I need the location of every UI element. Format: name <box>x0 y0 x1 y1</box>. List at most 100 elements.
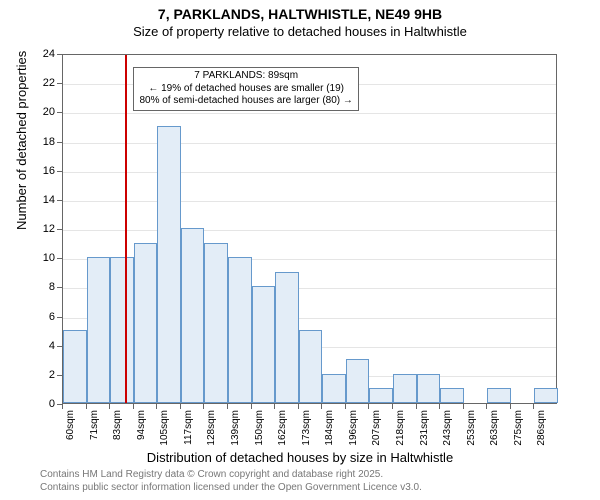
page-title: 7, PARKLANDS, HALTWHISTLE, NE49 9HB <box>0 6 600 22</box>
xtick-mark <box>321 404 322 409</box>
xtick-mark <box>416 404 417 409</box>
footer-line-1: Contains HM Land Registry data © Crown c… <box>40 469 422 482</box>
annotation-title: 7 PARKLANDS: 89sqm <box>139 70 352 83</box>
footer-line-2: Contains public sector information licen… <box>40 482 422 495</box>
xtick-mark <box>133 404 134 409</box>
ytick-mark <box>57 287 62 288</box>
ytick-mark <box>57 317 62 318</box>
xtick-mark <box>62 404 63 409</box>
annotation-smaller: ← 19% of detached houses are smaller (19… <box>139 83 352 96</box>
footer-attribution: Contains HM Land Registry data © Crown c… <box>40 469 422 494</box>
xtick-label: 184sqm <box>324 410 335 446</box>
histogram-bar <box>275 272 299 403</box>
xtick-mark <box>510 404 511 409</box>
xtick-mark <box>463 404 464 409</box>
ytick-mark <box>57 229 62 230</box>
ytick-label: 12 <box>25 223 55 235</box>
xtick-label: 173sqm <box>301 410 312 446</box>
histogram-bar <box>346 359 370 403</box>
histogram-bar <box>110 257 134 403</box>
xtick-label: 243sqm <box>442 410 453 446</box>
ytick-mark <box>57 346 62 347</box>
ytick-mark <box>57 375 62 376</box>
xtick-label: 94sqm <box>136 410 147 440</box>
histogram-bar <box>417 374 441 403</box>
xtick-mark <box>439 404 440 409</box>
histogram-bar <box>322 374 346 403</box>
xtick-label: 162sqm <box>277 410 288 446</box>
xtick-mark <box>533 404 534 409</box>
annotation-box: 7 PARKLANDS: 89sqm← 19% of detached hous… <box>133 67 358 111</box>
ytick-label: 22 <box>25 77 55 89</box>
xtick-label: 71sqm <box>89 410 100 440</box>
plot-region: 7 PARKLANDS: 89sqm← 19% of detached hous… <box>62 54 557 404</box>
ytick-label: 18 <box>25 136 55 148</box>
gridline <box>63 113 556 114</box>
ytick-mark <box>57 142 62 143</box>
ytick-mark <box>57 83 62 84</box>
xtick-label: 150sqm <box>254 410 265 446</box>
xtick-label: 263sqm <box>489 410 500 446</box>
ytick-label: 10 <box>25 252 55 264</box>
ytick-label: 16 <box>25 165 55 177</box>
ytick-label: 0 <box>25 398 55 410</box>
xtick-label: 207sqm <box>371 410 382 446</box>
gridline <box>63 143 556 144</box>
histogram-bar <box>393 374 417 403</box>
xtick-label: 60sqm <box>65 410 76 440</box>
histogram-bar <box>369 388 393 403</box>
xtick-mark <box>227 404 228 409</box>
xtick-label: 218sqm <box>395 410 406 446</box>
xtick-mark <box>180 404 181 409</box>
histogram-bar <box>134 243 158 403</box>
xtick-label: 286sqm <box>536 410 547 446</box>
annotation-larger: 80% of semi-detached houses are larger (… <box>139 95 352 108</box>
histogram-bar <box>63 330 87 403</box>
ytick-mark <box>57 171 62 172</box>
histogram-bar <box>534 388 558 403</box>
histogram-bar <box>157 126 181 403</box>
xtick-label: 253sqm <box>466 410 477 446</box>
ytick-label: 4 <box>25 340 55 352</box>
histogram-bar <box>299 330 323 403</box>
xtick-label: 128sqm <box>206 410 217 446</box>
xtick-mark <box>392 404 393 409</box>
histogram-bar <box>204 243 228 403</box>
histogram-bar <box>228 257 252 403</box>
chart-area: 7 PARKLANDS: 89sqm← 19% of detached hous… <box>62 54 557 404</box>
xtick-mark <box>203 404 204 409</box>
xtick-mark <box>251 404 252 409</box>
xtick-mark <box>345 404 346 409</box>
gridline <box>63 230 556 231</box>
ytick-mark <box>57 258 62 259</box>
ytick-label: 20 <box>25 106 55 118</box>
xtick-mark <box>274 404 275 409</box>
xtick-label: 139sqm <box>230 410 241 446</box>
gridline <box>63 172 556 173</box>
xtick-label: 196sqm <box>348 410 359 446</box>
xtick-mark <box>486 404 487 409</box>
ytick-mark <box>57 200 62 201</box>
reference-line <box>125 55 127 403</box>
xtick-label: 83sqm <box>112 410 123 440</box>
xtick-mark <box>86 404 87 409</box>
page-subtitle: Size of property relative to detached ho… <box>0 24 600 39</box>
ytick-mark <box>57 54 62 55</box>
histogram-bar <box>87 257 111 403</box>
ytick-label: 14 <box>25 194 55 206</box>
ytick-mark <box>57 112 62 113</box>
x-axis-label: Distribution of detached houses by size … <box>0 450 600 465</box>
ytick-label: 2 <box>25 369 55 381</box>
histogram-bar <box>440 388 464 403</box>
ytick-label: 6 <box>25 311 55 323</box>
xtick-mark <box>368 404 369 409</box>
xtick-label: 117sqm <box>183 410 194 445</box>
xtick-mark <box>109 404 110 409</box>
histogram-bar <box>181 228 205 403</box>
xtick-mark <box>156 404 157 409</box>
ytick-label: 8 <box>25 281 55 293</box>
xtick-mark <box>298 404 299 409</box>
xtick-label: 231sqm <box>419 410 430 446</box>
xtick-label: 275sqm <box>513 410 524 446</box>
gridline <box>63 201 556 202</box>
